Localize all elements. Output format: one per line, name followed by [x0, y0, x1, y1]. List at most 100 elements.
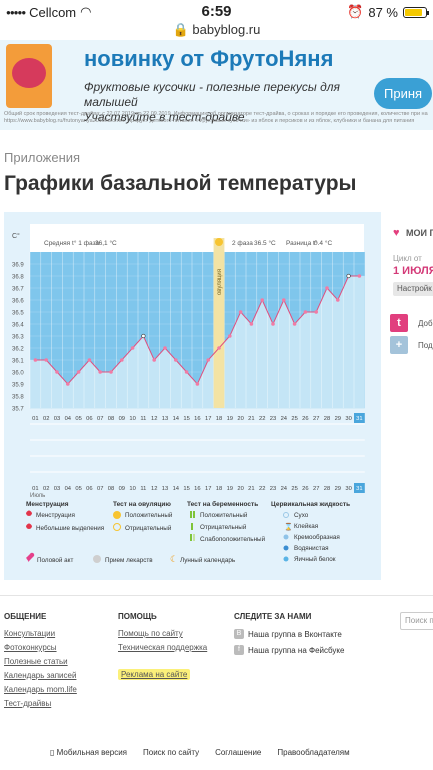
day-label-bottom: 30 [345, 486, 351, 492]
y-tick: 35.7 [12, 407, 24, 413]
data-point [98, 370, 102, 374]
ad-banner[interactable]: новинку от ФрутоНяня Фруктовые кусочки -… [0, 40, 433, 130]
y-tick: 36.0 [12, 371, 24, 377]
my-charts-link[interactable]: МОИ Г [406, 228, 433, 238]
data-point [206, 358, 210, 362]
add-label[interactable]: Доб [418, 319, 433, 328]
add-icon[interactable]: t [390, 314, 408, 332]
day-label-bottom: 18 [216, 486, 222, 492]
subscribe-label[interactable]: Под [418, 341, 433, 350]
day-label-bottom: 31 [356, 486, 362, 492]
data-point [141, 333, 146, 339]
footer-link-momlife[interactable]: Календарь mom.life [4, 685, 77, 694]
data-point [120, 358, 124, 362]
footer-link-consult[interactable]: Консультации [4, 629, 56, 638]
y-tick: 36.7 [12, 287, 24, 293]
day-label-top: 10 [129, 416, 135, 422]
legend-menstr-2: Небольшие выделения [36, 524, 104, 532]
copyright-link[interactable]: Правообладателям [277, 748, 350, 757]
footer-link-articles[interactable]: Полезные статьи [4, 657, 68, 666]
creamy-icon [283, 534, 289, 540]
day-label-bottom: 28 [324, 486, 330, 492]
unit-label: C° [12, 232, 20, 240]
footer-link-testdrive[interactable]: Тест-драйвы [4, 699, 52, 708]
footer-link-calendar[interactable]: Календарь записей [4, 671, 77, 680]
legend-ov-2: Отрицательный [125, 524, 172, 532]
day-label-bottom: 04 [65, 486, 72, 492]
legend-cerv-title: Цервикальная жидкость [271, 501, 350, 508]
data-point [228, 334, 232, 338]
battery-percent: 87 % [368, 4, 398, 20]
footer-link-help[interactable]: Помощь по сайту [118, 629, 183, 638]
phase1-label: Средняя t° 1 фаза [44, 239, 100, 247]
site-search-link[interactable]: Поиск по сайту [143, 748, 200, 757]
footer-link-support[interactable]: Техническая поддержка [118, 643, 208, 652]
day-label-top: 23 [270, 416, 276, 422]
footer-link-ads[interactable]: Реклама на сайте [118, 669, 207, 680]
y-tick: 36.8 [12, 275, 24, 281]
phase2-label: 2 фаза [232, 240, 253, 247]
day-label-bottom: 21 [248, 486, 254, 492]
day-label-top: 22 [259, 416, 265, 422]
diff-label: Разница t° [286, 239, 318, 247]
footer-search-input[interactable]: Поиск по сайт [400, 612, 433, 630]
day-label-top: 04 [65, 416, 72, 422]
footer-col2-title: ПОМОЩЬ [118, 612, 157, 621]
day-label-top: 17 [205, 416, 211, 422]
ad-subline-1: Фруктовые кусочки - полезные перекусы дл… [84, 80, 340, 109]
settings-button[interactable]: Настройк [393, 282, 433, 296]
breadcrumb[interactable]: Приложения [4, 150, 81, 165]
day-label-top: 16 [194, 416, 200, 422]
footer-col3-title: СЛЕДИТЕ ЗА НАМИ [234, 612, 312, 621]
footer-link-photo[interactable]: Фотоконкурсы [4, 643, 57, 652]
bbt-chart[interactable]: C° Средняя t° 1 фаза 36,1 °C 2 фаза 36.5… [4, 212, 381, 580]
heart-icon: ♥ [26, 554, 31, 564]
day-label-top: 11 [140, 416, 146, 422]
plus-icon[interactable]: + [390, 336, 408, 354]
data-point [163, 346, 167, 350]
day-label-bottom: 09 [119, 486, 125, 492]
agreement-link[interactable]: Соглашение [215, 748, 262, 757]
day-label-bottom: 01 [32, 486, 38, 492]
data-point [357, 274, 362, 278]
fb-link[interactable]: f Наша группа на Фейсбуке [234, 645, 344, 655]
ad-cta-button[interactable]: Приня [374, 78, 433, 109]
cycle-date: 1 ИЮЛЯ [393, 265, 433, 277]
clock: 6:59 [201, 3, 232, 20]
vk-link[interactable]: B Наша группа в Вконтакте [234, 629, 344, 639]
month-label: Июль [30, 493, 45, 499]
data-point [195, 382, 200, 386]
data-point [260, 298, 265, 302]
day-label-bottom: 29 [335, 486, 341, 492]
day-label-top: 26 [302, 416, 308, 422]
legend-cerv-1: Сухо [294, 512, 309, 519]
day-label-bottom: 15 [183, 486, 189, 492]
day-label-bottom: 16 [194, 486, 200, 492]
day-label-bottom: 12 [151, 486, 157, 492]
pill-icon [93, 555, 101, 563]
ovulation-label: овуляция [217, 269, 223, 295]
y-tick: 36.2 [12, 347, 24, 353]
data-point [44, 358, 48, 362]
day-label-bottom: 02 [43, 486, 49, 492]
mobile-version-link[interactable]: Мобильная версия [50, 748, 127, 757]
data-point [184, 370, 189, 374]
day-label-bottom: 10 [129, 486, 135, 492]
y-tick: 35.9 [12, 383, 24, 389]
watery-icon [283, 545, 289, 551]
day-label-bottom: 08 [108, 486, 114, 492]
data-point [87, 358, 92, 362]
day-label-bottom: 03 [54, 486, 60, 492]
day-label-bottom: 26 [302, 486, 308, 492]
legend-menstruation-title: Менструация [26, 501, 69, 508]
data-point [76, 370, 81, 374]
day-label-bottom: 23 [270, 486, 276, 492]
drop-icon [26, 510, 32, 516]
carrier-label: Cellcom [29, 4, 77, 20]
day-label-top: 31 [356, 416, 362, 422]
data-point [66, 382, 70, 386]
drop-small-icon [26, 523, 32, 529]
data-point [271, 322, 275, 326]
page-title: Графики базальной температуры [4, 172, 357, 195]
address-bar[interactable]: 🔒 babyblog.ru [0, 22, 433, 40]
